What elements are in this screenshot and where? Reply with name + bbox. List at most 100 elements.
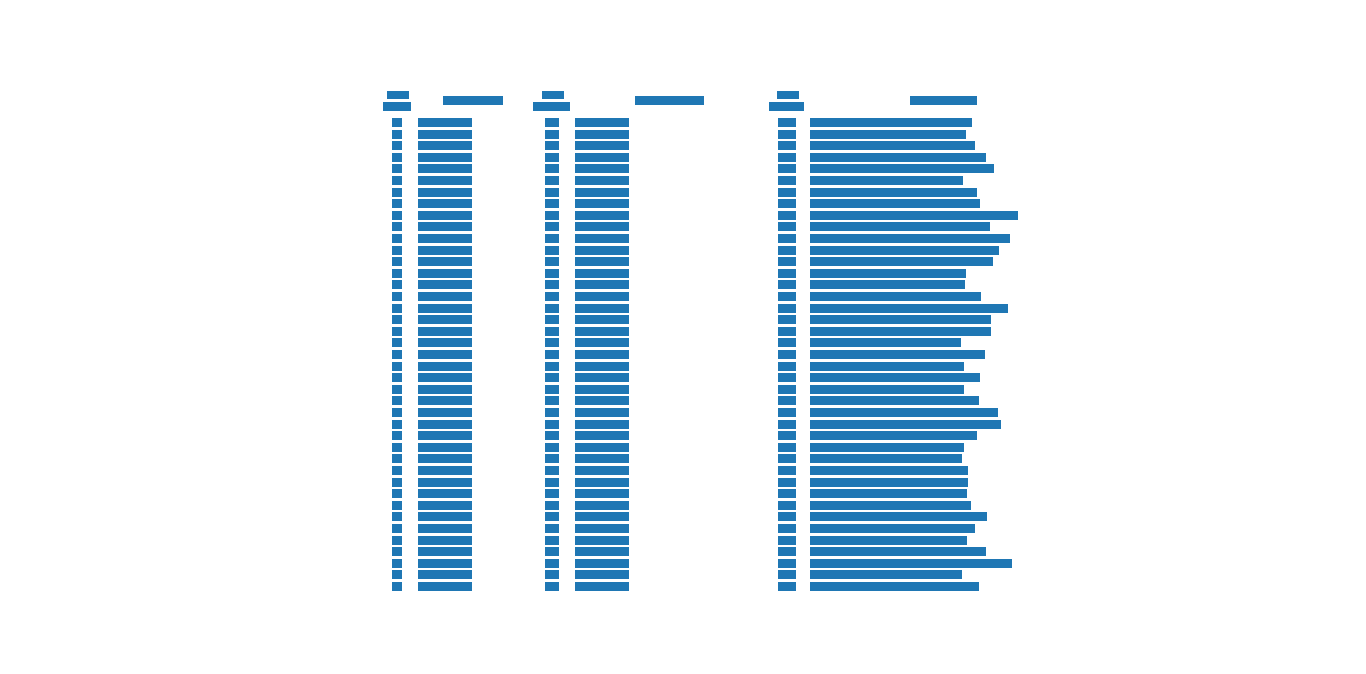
row-26-col2-key (545, 408, 559, 417)
row-1-col3-key (778, 118, 796, 127)
row-36-col1-value (418, 524, 472, 533)
row-15-col2-key (545, 280, 559, 289)
row-11-col1-value (418, 234, 472, 243)
row-9-col1-key (392, 211, 402, 220)
row-32-col1-value (418, 478, 472, 487)
row-33-col1-value (418, 489, 472, 498)
row-25-col1-key (392, 396, 402, 405)
row-19-col1-key (392, 327, 402, 336)
row-31-col2-value (575, 466, 629, 475)
row-26-col1-value (418, 408, 472, 417)
row-1-col2-value (575, 118, 629, 127)
row-2-col2-key (545, 130, 559, 139)
row-31-col3-key (778, 466, 796, 475)
row-16-col3-key (778, 292, 796, 301)
row-20-col3-key (778, 338, 796, 347)
row-34-col1-key (392, 501, 402, 510)
row-29-col2-value (575, 443, 629, 452)
row-7-col1-key (392, 188, 402, 197)
row-29-col3-value (810, 443, 964, 452)
row-12-col3-value (810, 246, 999, 255)
row-7-col3-key (778, 188, 796, 197)
row-28-col1-value (418, 431, 472, 440)
row-7-col2-key (545, 188, 559, 197)
row-5-col1-value (418, 164, 472, 173)
row-8-col1-value (418, 199, 472, 208)
row-21-col1-value (418, 350, 472, 359)
row-28-col3-value (810, 431, 977, 440)
row-14-col3-key (778, 269, 796, 278)
header-title-col3 (910, 96, 977, 105)
row-26-col3-key (778, 408, 796, 417)
row-30-col1-key (392, 454, 402, 463)
row-36-col2-key (545, 524, 559, 533)
row-12-col1-key (392, 246, 402, 255)
row-24-col2-key (545, 385, 559, 394)
row-21-col2-key (545, 350, 559, 359)
row-35-col1-value (418, 512, 472, 521)
row-19-col2-value (575, 327, 629, 336)
row-17-col2-key (545, 304, 559, 313)
row-5-col3-key (778, 164, 796, 173)
header-line1-col1 (387, 91, 409, 99)
row-10-col1-value (418, 222, 472, 231)
row-28-col2-key (545, 431, 559, 440)
row-35-col2-value (575, 512, 629, 521)
row-28-col2-value (575, 431, 629, 440)
header-line2-col1 (383, 102, 411, 111)
row-8-col3-key (778, 199, 796, 208)
row-23-col2-key (545, 373, 559, 382)
header-line2-col2 (533, 102, 570, 111)
row-4-col2-value (575, 153, 629, 162)
row-20-col1-key (392, 338, 402, 347)
row-16-col1-key (392, 292, 402, 301)
row-41-col3-value (810, 582, 979, 591)
row-36-col1-key (392, 524, 402, 533)
row-27-col1-value (418, 420, 472, 429)
row-21-col3-key (778, 350, 796, 359)
row-41-col2-value (575, 582, 629, 591)
row-5-col2-key (545, 164, 559, 173)
row-6-col2-value (575, 176, 629, 185)
row-15-col3-key (778, 280, 796, 289)
row-22-col2-key (545, 362, 559, 371)
row-27-col2-key (545, 420, 559, 429)
row-27-col3-value (810, 420, 1001, 429)
row-12-col2-value (575, 246, 629, 255)
row-20-col2-value (575, 338, 629, 347)
row-31-col3-value (810, 466, 968, 475)
row-39-col3-key (778, 559, 796, 568)
row-10-col3-key (778, 222, 796, 231)
header-title-col2 (635, 96, 704, 105)
row-39-col2-value (575, 559, 629, 568)
row-2-col1-value (418, 130, 472, 139)
row-19-col2-key (545, 327, 559, 336)
row-21-col1-key (392, 350, 402, 359)
row-25-col2-key (545, 396, 559, 405)
row-6-col1-key (392, 176, 402, 185)
row-24-col1-key (392, 385, 402, 394)
row-18-col2-key (545, 315, 559, 324)
row-29-col3-key (778, 443, 796, 452)
row-29-col1-key (392, 443, 402, 452)
row-17-col1-value (418, 304, 472, 313)
row-32-col2-value (575, 478, 629, 487)
row-38-col2-key (545, 547, 559, 556)
row-35-col3-key (778, 512, 796, 521)
row-38-col3-value (810, 547, 986, 556)
header-line1-col3 (777, 91, 799, 99)
row-40-col3-value (810, 570, 962, 579)
row-17-col3-value (810, 304, 1008, 313)
row-30-col3-value (810, 454, 962, 463)
row-8-col1-key (392, 199, 402, 208)
row-8-col3-value (810, 199, 980, 208)
row-28-col1-key (392, 431, 402, 440)
row-13-col2-key (545, 257, 559, 266)
row-20-col3-value (810, 338, 961, 347)
row-40-col2-value (575, 570, 629, 579)
row-30-col3-key (778, 454, 796, 463)
row-28-col3-key (778, 431, 796, 440)
header-title-col1 (443, 96, 503, 105)
row-34-col1-value (418, 501, 472, 510)
row-37-col1-key (392, 536, 402, 545)
